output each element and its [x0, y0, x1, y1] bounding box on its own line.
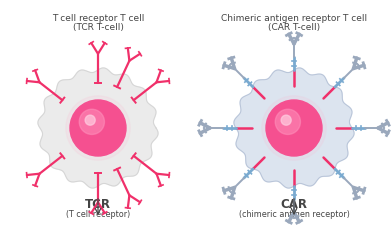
Circle shape: [267, 101, 321, 155]
Circle shape: [266, 100, 322, 156]
Circle shape: [289, 123, 299, 133]
Circle shape: [281, 115, 291, 125]
Circle shape: [278, 112, 310, 144]
Circle shape: [79, 109, 104, 134]
Text: Chimeric antigen receptor T cell: Chimeric antigen receptor T cell: [221, 14, 367, 23]
Circle shape: [70, 100, 126, 156]
Circle shape: [71, 101, 125, 155]
Polygon shape: [38, 68, 158, 188]
Circle shape: [85, 115, 95, 125]
Circle shape: [283, 117, 305, 139]
Circle shape: [66, 96, 130, 160]
Text: CAR: CAR: [281, 198, 307, 211]
Polygon shape: [234, 68, 354, 188]
Text: (chimeric antigen receptor): (chimeric antigen receptor): [239, 210, 349, 219]
Text: T cell receptor T cell: T cell receptor T cell: [52, 14, 144, 23]
Circle shape: [272, 107, 316, 150]
Circle shape: [93, 123, 103, 133]
Text: (CAR T-cell): (CAR T-cell): [268, 23, 320, 32]
Circle shape: [275, 109, 300, 134]
Text: (TCR T-cell): (TCR T-cell): [73, 23, 123, 32]
Circle shape: [82, 112, 114, 144]
Circle shape: [87, 117, 109, 139]
Circle shape: [262, 96, 326, 160]
Text: (T cell receptor): (T cell receptor): [66, 210, 130, 219]
Text: TCR: TCR: [85, 198, 111, 211]
Circle shape: [76, 107, 120, 150]
